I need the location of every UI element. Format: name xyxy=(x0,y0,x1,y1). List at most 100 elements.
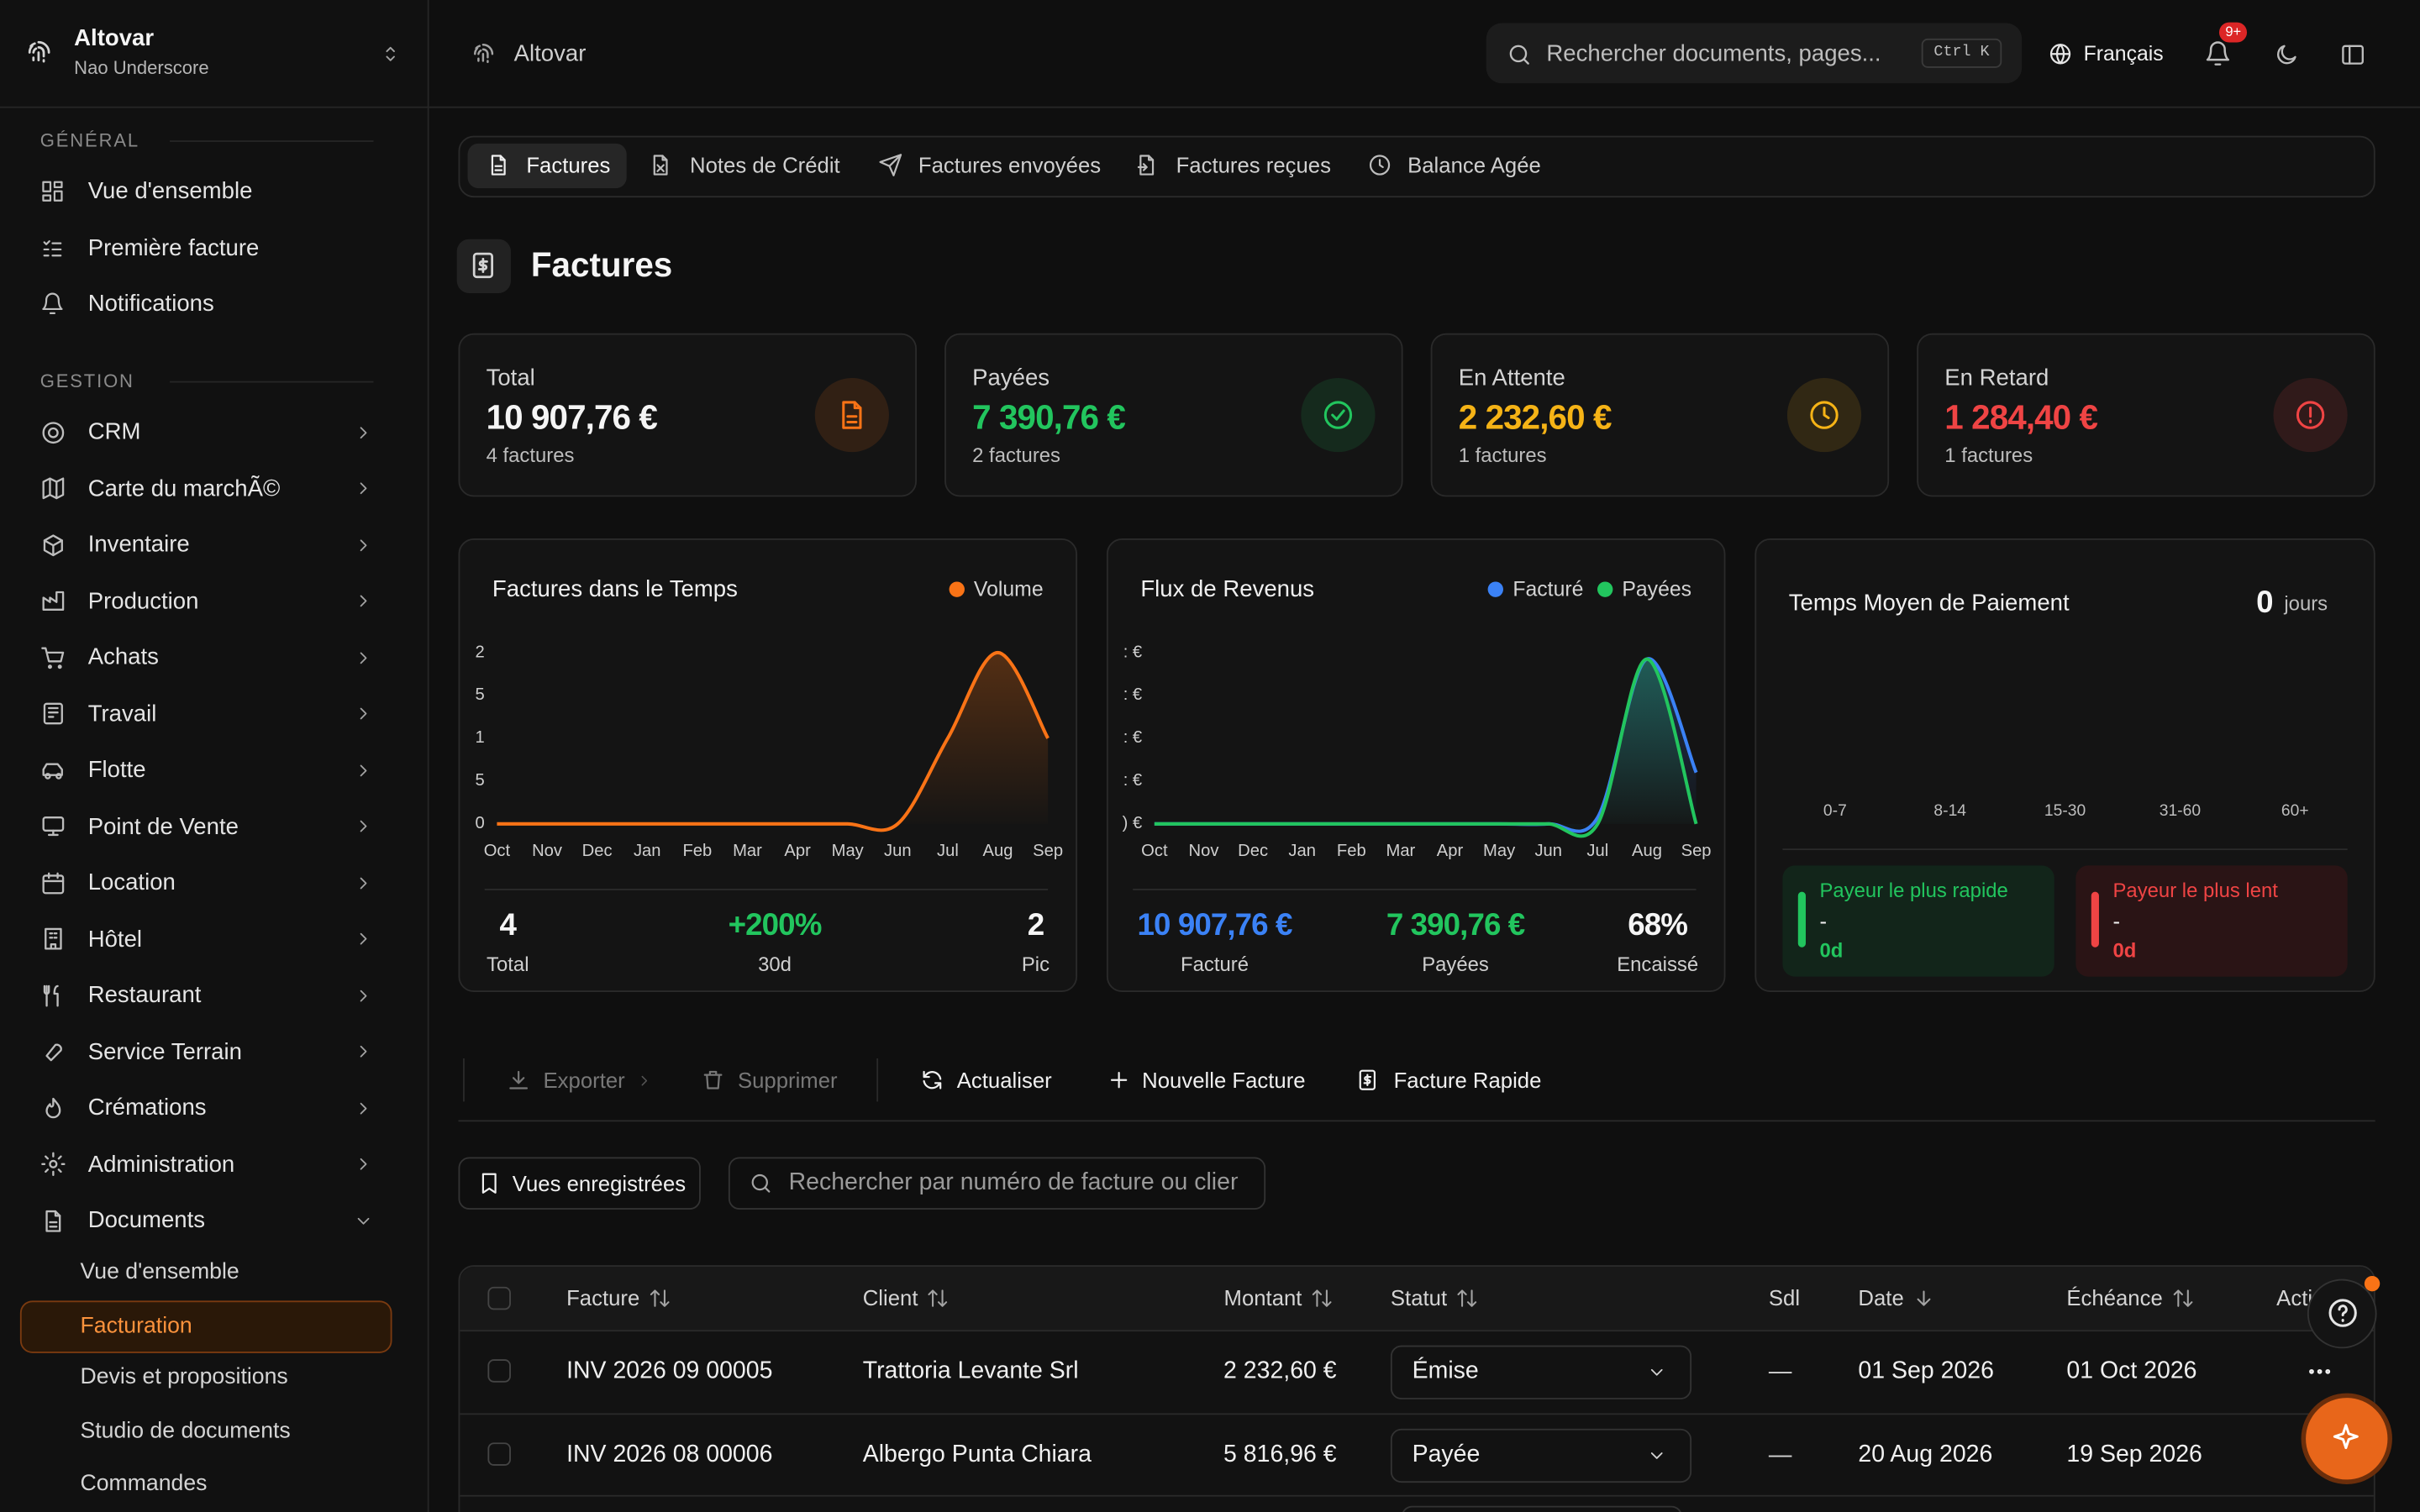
bucket-label: 31-60 xyxy=(2159,801,2202,821)
sdl: — xyxy=(1768,1441,1792,1468)
nav-item[interactable] xyxy=(20,406,392,458)
org-switch[interactable] xyxy=(380,43,402,65)
nav-label: Carte du marchÃ© xyxy=(87,475,281,501)
nav-item[interactable] xyxy=(20,969,392,1021)
stat-value: 2 xyxy=(1027,908,1044,943)
row-checkbox[interactable] xyxy=(487,1442,511,1466)
toolbar-button[interactable]: Exporter xyxy=(543,1068,625,1093)
nav-icon xyxy=(41,871,64,894)
row-checkbox[interactable] xyxy=(487,1359,511,1383)
nav-label: Première facture xyxy=(87,234,260,261)
nav-icon xyxy=(41,591,64,611)
status-chevron xyxy=(1649,1368,1662,1375)
column-header[interactable]: Facture xyxy=(566,1285,640,1310)
toolbar-button[interactable]: Nouvelle Facture xyxy=(1142,1068,1306,1093)
toolbar-icon[interactable] xyxy=(1107,1068,1131,1092)
nav-item[interactable] xyxy=(20,518,392,570)
table-search-icon xyxy=(751,1173,771,1193)
nav-item[interactable] xyxy=(20,631,392,683)
payer-bar xyxy=(2091,891,2099,948)
language-icon[interactable] xyxy=(2048,42,2072,66)
sort-icon[interactable] xyxy=(1455,1286,1479,1310)
third-row-hint xyxy=(1401,1505,1683,1512)
sort-icon[interactable] xyxy=(648,1286,671,1310)
invoice-number[interactable]: INV 2026 08 00006 xyxy=(566,1441,773,1468)
global-search[interactable] xyxy=(1486,23,2023,84)
nav-icon xyxy=(45,1209,60,1231)
tab[interactable]: Notes de Crédit xyxy=(690,152,840,178)
bucket-divider xyxy=(1782,848,2348,851)
sdl: — xyxy=(1768,1358,1792,1385)
nav-item[interactable] xyxy=(20,912,392,964)
tab[interactable]: Balance Agée xyxy=(1407,152,1541,178)
nav-item[interactable] xyxy=(20,1194,392,1247)
sort-icon[interactable] xyxy=(927,1286,950,1310)
column-header[interactable]: Échéance xyxy=(2066,1285,2163,1310)
section-label: GESTION xyxy=(39,370,134,392)
panel-title: Temps Moyen de Paiement xyxy=(1788,590,2070,617)
sort-icon[interactable] xyxy=(1311,1286,1334,1310)
kpi-label: En Retard xyxy=(1944,365,2049,391)
status-chevron xyxy=(1649,1452,1662,1458)
nav-chevron xyxy=(359,764,366,776)
nav-chevron xyxy=(359,989,366,1001)
section-rule xyxy=(170,140,374,142)
payer-name: - xyxy=(2112,908,2121,934)
column-header[interactable]: Statut xyxy=(1390,1285,1448,1310)
nav-label: Point de Vente xyxy=(87,812,239,840)
saved-views-label: Vues enregistrées xyxy=(512,1171,687,1196)
nav-icon xyxy=(44,927,61,950)
language[interactable]: Français xyxy=(2083,42,2164,66)
invoice-number[interactable]: INV 2026 09 00005 xyxy=(566,1357,773,1385)
nav-chevron xyxy=(359,932,366,945)
select-all[interactable] xyxy=(487,1286,511,1310)
toolbar-button[interactable]: Facture Rapide xyxy=(1393,1068,1542,1093)
assistant-icon[interactable] xyxy=(2329,1421,2363,1455)
toolbar-button[interactable]: Actualiser xyxy=(956,1068,1052,1093)
bucket-label: 0-7 xyxy=(1823,801,1847,821)
tab[interactable]: Factures xyxy=(526,152,611,178)
assistant-button[interactable] xyxy=(2306,1398,2388,1480)
column-header[interactable]: Date xyxy=(1858,1285,1904,1310)
column-header[interactable]: Montant xyxy=(1223,1285,1302,1310)
sort-icon[interactable] xyxy=(1912,1286,1936,1310)
nav-item[interactable] xyxy=(20,687,392,739)
nav-icon xyxy=(40,646,64,669)
kpi-card xyxy=(458,333,918,497)
row-actions[interactable] xyxy=(2306,1357,2333,1385)
nav-item[interactable] xyxy=(20,743,392,795)
toolbar-icon[interactable] xyxy=(920,1068,944,1092)
tab[interactable]: Factures envoyées xyxy=(918,152,1102,178)
row-divider xyxy=(460,1330,2374,1332)
stat-label: Payées xyxy=(1422,953,1489,976)
toolbar-icon[interactable] xyxy=(506,1068,530,1092)
toolbar-icon[interactable] xyxy=(1355,1068,1380,1092)
nav-item[interactable] xyxy=(20,575,392,627)
row-divider xyxy=(460,1413,2374,1415)
notifications[interactable] xyxy=(2204,40,2232,68)
kpi-sub: 1 factures xyxy=(1944,444,2033,467)
saved-views[interactable] xyxy=(458,1157,701,1210)
payer-card xyxy=(2075,865,2348,977)
table-search[interactable] xyxy=(728,1157,1266,1210)
nav-icon xyxy=(42,292,63,314)
nav-label: Location xyxy=(87,869,176,896)
toolbar-divider xyxy=(458,1120,2375,1122)
toolbar-icon[interactable] xyxy=(701,1068,725,1092)
theme-toggle[interactable] xyxy=(2273,41,2299,67)
nav-chevron xyxy=(359,820,366,832)
tab[interactable]: Factures reçues xyxy=(1176,152,1331,178)
nav-sub-item-active[interactable] xyxy=(19,1300,392,1353)
status-select[interactable] xyxy=(1390,1428,1692,1483)
help-icon[interactable] xyxy=(2326,1296,2360,1330)
stat-label: Facturé xyxy=(1181,953,1249,976)
panel-toggle[interactable] xyxy=(2339,41,2365,67)
nav-icon xyxy=(41,762,63,779)
status-select[interactable] xyxy=(1390,1345,1692,1399)
nav-item[interactable] xyxy=(20,856,392,908)
toolbar-button[interactable]: Supprimer xyxy=(737,1068,838,1093)
sort-icon[interactable] xyxy=(2171,1286,2195,1310)
column-header[interactable]: Client xyxy=(862,1285,918,1310)
nav-chevron xyxy=(359,1101,366,1114)
nav-label: Hôtel xyxy=(87,926,143,953)
